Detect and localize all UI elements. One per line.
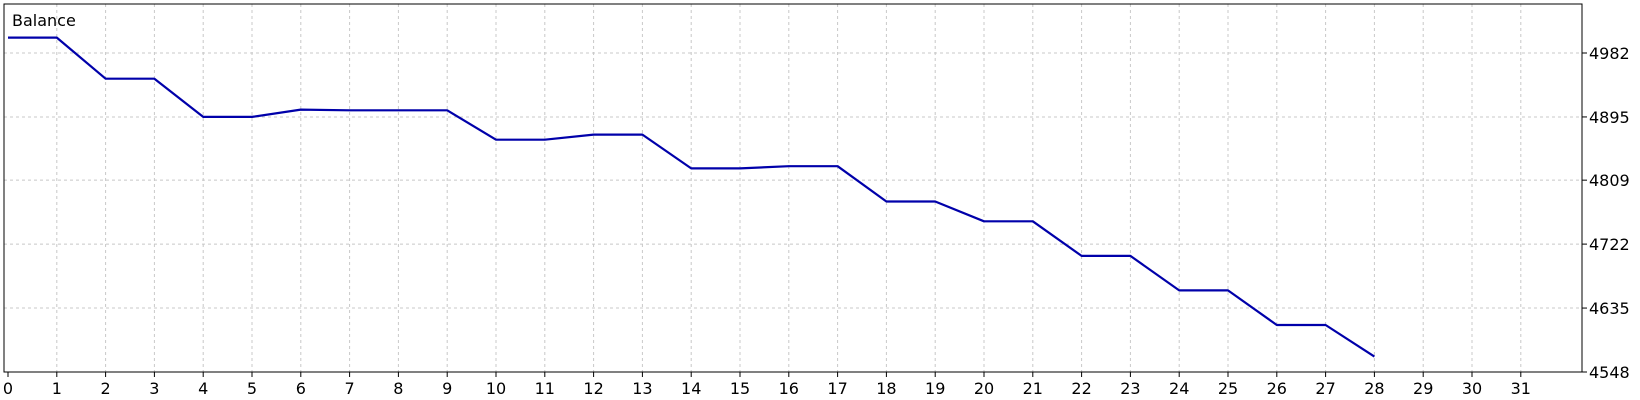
y-tick-label: 4635 <box>1589 299 1630 318</box>
x-tick-label: 10 <box>486 379 506 398</box>
x-tick-label: 20 <box>974 379 994 398</box>
x-tick-label: 15 <box>730 379 750 398</box>
x-tick-label: 4 <box>198 379 208 398</box>
axis-layer <box>3 3 1587 377</box>
label-layer: 0 1 2 3 4 5 6 7 8 9 10 11 12 13 14 15 16 17 18 19 20 21 22 23 24… <box>3 44 1630 398</box>
x-tick-label: 22 <box>1071 379 1091 398</box>
x-tick-label: 2 <box>101 379 111 398</box>
x-tick-label: 7 <box>345 379 355 398</box>
x-tick-label: 25 <box>1218 379 1238 398</box>
x-tick-label: 17 <box>827 379 847 398</box>
x-tick-label: 16 <box>779 379 799 398</box>
y-tick-label: 4809 <box>1589 171 1630 190</box>
series-layer <box>7 36 1375 358</box>
x-tick-label: 9 <box>442 379 452 398</box>
x-tick-label: 27 <box>1315 379 1335 398</box>
x-tick-label: 1 <box>52 379 62 398</box>
x-tick-label: 5 <box>247 379 257 398</box>
x-tick-label: 26 <box>1267 379 1287 398</box>
x-tick-label: 14 <box>681 379 701 398</box>
chart-title: Balance <box>12 11 76 30</box>
y-tick-label: 4895 <box>1589 108 1630 127</box>
x-tick-label: 31 <box>1511 379 1531 398</box>
x-tick-label: 0 <box>3 379 13 398</box>
x-tick-label: 3 <box>149 379 159 398</box>
x-tick-label: 12 <box>583 379 603 398</box>
plot-frame <box>3 3 1583 373</box>
x-tick-label: 30 <box>1462 379 1482 398</box>
y-tick-label: 4722 <box>1589 235 1630 254</box>
x-tick-label: 24 <box>1169 379 1189 398</box>
x-tick-label: 23 <box>1120 379 1140 398</box>
x-tick-label: 13 <box>632 379 652 398</box>
x-tick-label: 29 <box>1413 379 1433 398</box>
x-tick-label: 6 <box>296 379 306 398</box>
x-tick-label: 19 <box>925 379 945 398</box>
x-tick-label: 21 <box>1023 379 1043 398</box>
x-tick-label: 8 <box>393 379 403 398</box>
x-tick-label: 18 <box>876 379 896 398</box>
grid-layer <box>4 4 1582 372</box>
y-tick-label: 4548 <box>1589 363 1630 382</box>
y-tick-label: 4982 <box>1589 44 1630 63</box>
x-tick-label: 28 <box>1364 379 1384 398</box>
x-tick-label: 11 <box>535 379 555 398</box>
